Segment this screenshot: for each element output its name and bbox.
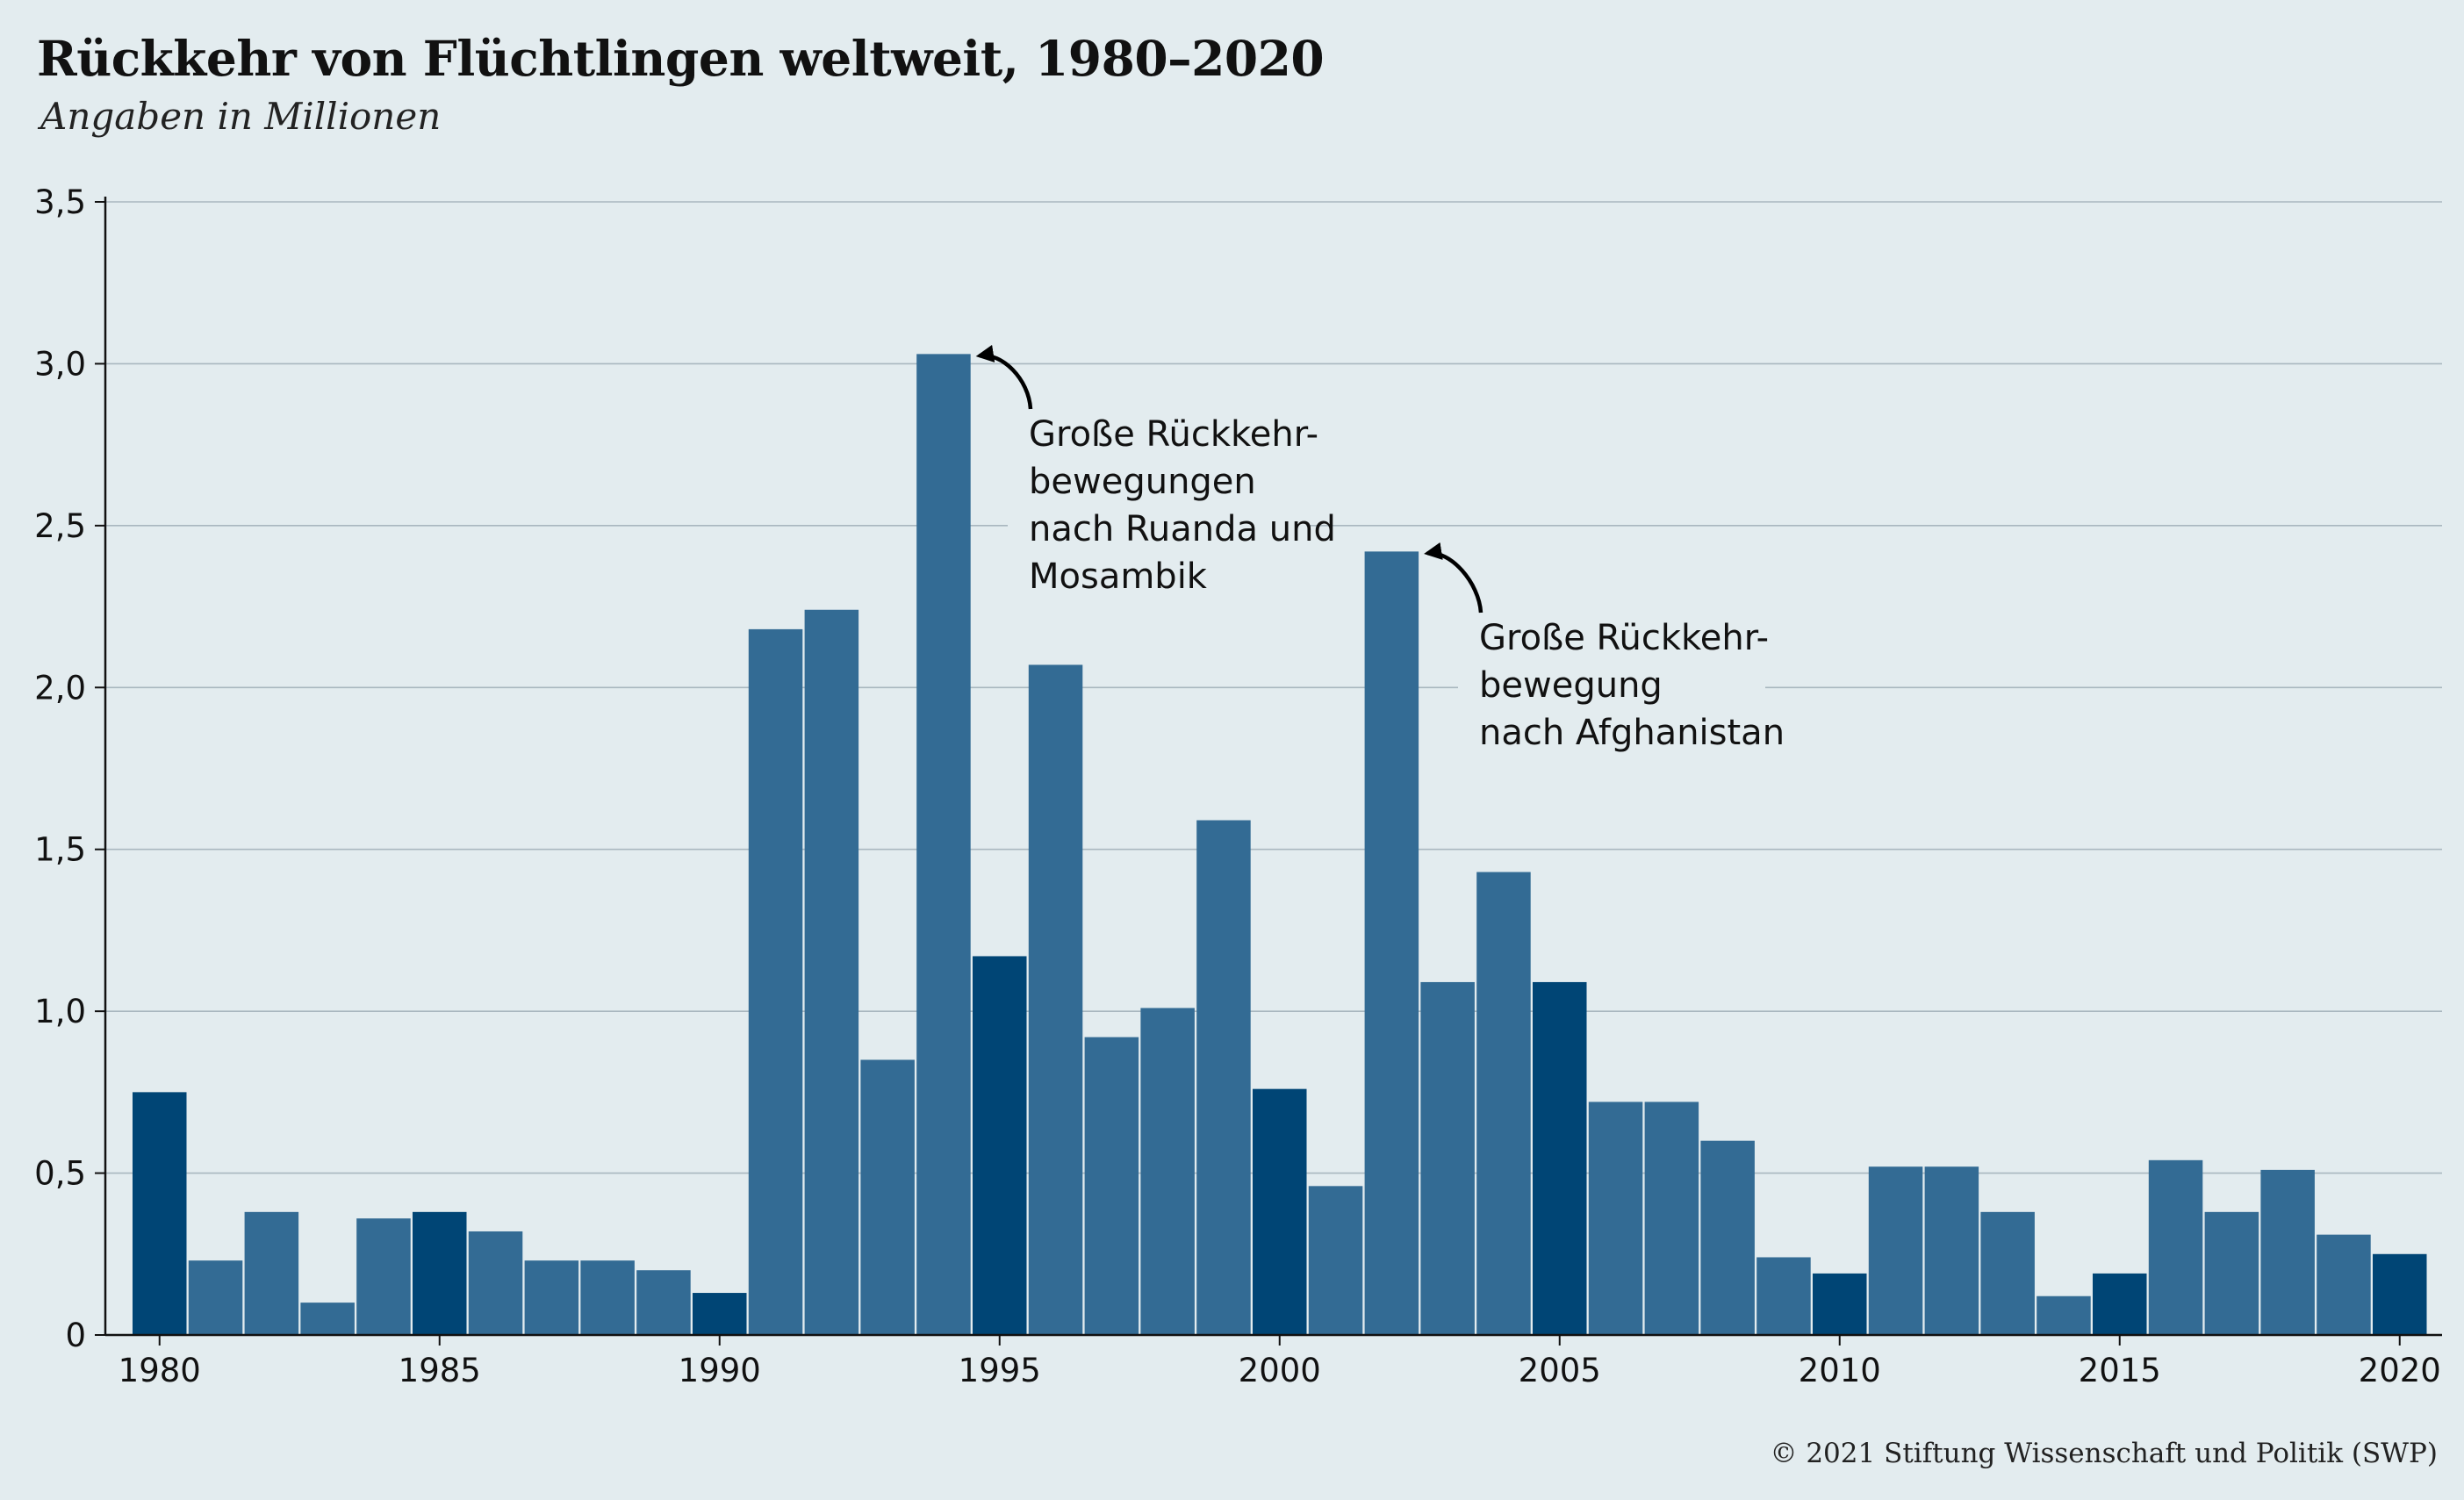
bar	[2148, 1159, 2203, 1335]
bar	[1644, 1102, 1699, 1335]
annotation-arrow	[1424, 542, 1483, 614]
bar	[1140, 1008, 1195, 1335]
y-tick-label: 0	[65, 1317, 86, 1354]
annotation-background	[1008, 402, 1306, 611]
bar	[524, 1260, 579, 1335]
bar	[748, 628, 803, 1335]
x-tick-label: 1980	[119, 1352, 201, 1389]
y-tick-label: 1,5	[34, 831, 86, 869]
annotation-text-line: Große Rückkehr-	[1029, 414, 1318, 455]
bar	[188, 1260, 243, 1335]
annotation-text-line: bewegungen	[1029, 462, 1256, 502]
annotation-text-line: nach Ruanda und	[1029, 509, 1336, 549]
bar	[1868, 1166, 1923, 1335]
bar	[1253, 1088, 1307, 1335]
bar	[1308, 1186, 1363, 1335]
y-tick-label: 2,5	[34, 507, 86, 545]
bar	[133, 1092, 187, 1335]
bar	[1813, 1273, 1867, 1335]
annotation-arrow	[975, 344, 1033, 410]
bar	[1084, 1037, 1139, 1335]
bar	[2093, 1273, 2147, 1335]
y-tick-label: 3,5	[34, 183, 86, 221]
bar	[1476, 872, 1531, 1335]
x-tick-label: 2000	[1239, 1352, 1321, 1389]
bar	[1588, 1102, 1643, 1335]
bar	[2037, 1295, 2091, 1335]
bar	[2317, 1234, 2371, 1335]
bar	[860, 1059, 915, 1335]
chart-title: Rückkehr von Flüchtlingen weltweit, 1980…	[37, 30, 1325, 87]
bar	[693, 1293, 747, 1335]
copyright-notice: © 2021 Stiftung Wissenschaft und Politik…	[1770, 1438, 2438, 1469]
bar	[1420, 981, 1475, 1335]
y-tick-label: 1,0	[34, 993, 86, 1030]
bar	[973, 956, 1027, 1335]
annotation-background	[1458, 606, 1765, 767]
bar	[1196, 820, 1251, 1335]
bar	[2260, 1169, 2315, 1335]
y-tick-label: 2,0	[34, 669, 86, 707]
bar	[580, 1260, 635, 1335]
x-tick-label: 1995	[959, 1352, 1041, 1389]
x-tick-label: 2020	[2359, 1352, 2441, 1389]
x-tick-label: 2010	[1799, 1352, 1881, 1389]
y-tick-label: 0,5	[34, 1155, 86, 1193]
annotation-text-line: bewegung	[1479, 665, 1663, 706]
bar	[1756, 1257, 1811, 1335]
bar	[1924, 1166, 1979, 1335]
bar	[1028, 664, 1083, 1335]
x-tick-label: 2005	[1519, 1352, 1601, 1389]
bar	[636, 1270, 691, 1335]
bar	[1980, 1211, 2035, 1335]
annotation-text-line: Große Rückkehr-	[1479, 618, 1769, 658]
bar	[2204, 1211, 2259, 1335]
bar	[1533, 981, 1587, 1335]
annotation-text-line: Mosambik	[1029, 556, 1208, 597]
bar	[1364, 551, 1419, 1335]
chart-subtitle: Angaben in Millionen	[40, 95, 442, 138]
bar	[468, 1231, 523, 1335]
x-tick-label: 1990	[679, 1352, 761, 1389]
bar	[300, 1303, 355, 1335]
bar	[1700, 1140, 1755, 1335]
bar	[916, 354, 971, 1336]
bar	[413, 1211, 467, 1335]
y-tick-label: 3,0	[34, 345, 86, 383]
bar	[804, 609, 859, 1335]
x-tick-label: 1985	[399, 1352, 481, 1389]
annotation-text-line: nach Afghanistan	[1479, 713, 1785, 753]
bar	[2373, 1253, 2427, 1335]
bar	[356, 1218, 411, 1335]
x-tick-label: 2015	[2079, 1352, 2161, 1389]
bar	[244, 1211, 299, 1335]
